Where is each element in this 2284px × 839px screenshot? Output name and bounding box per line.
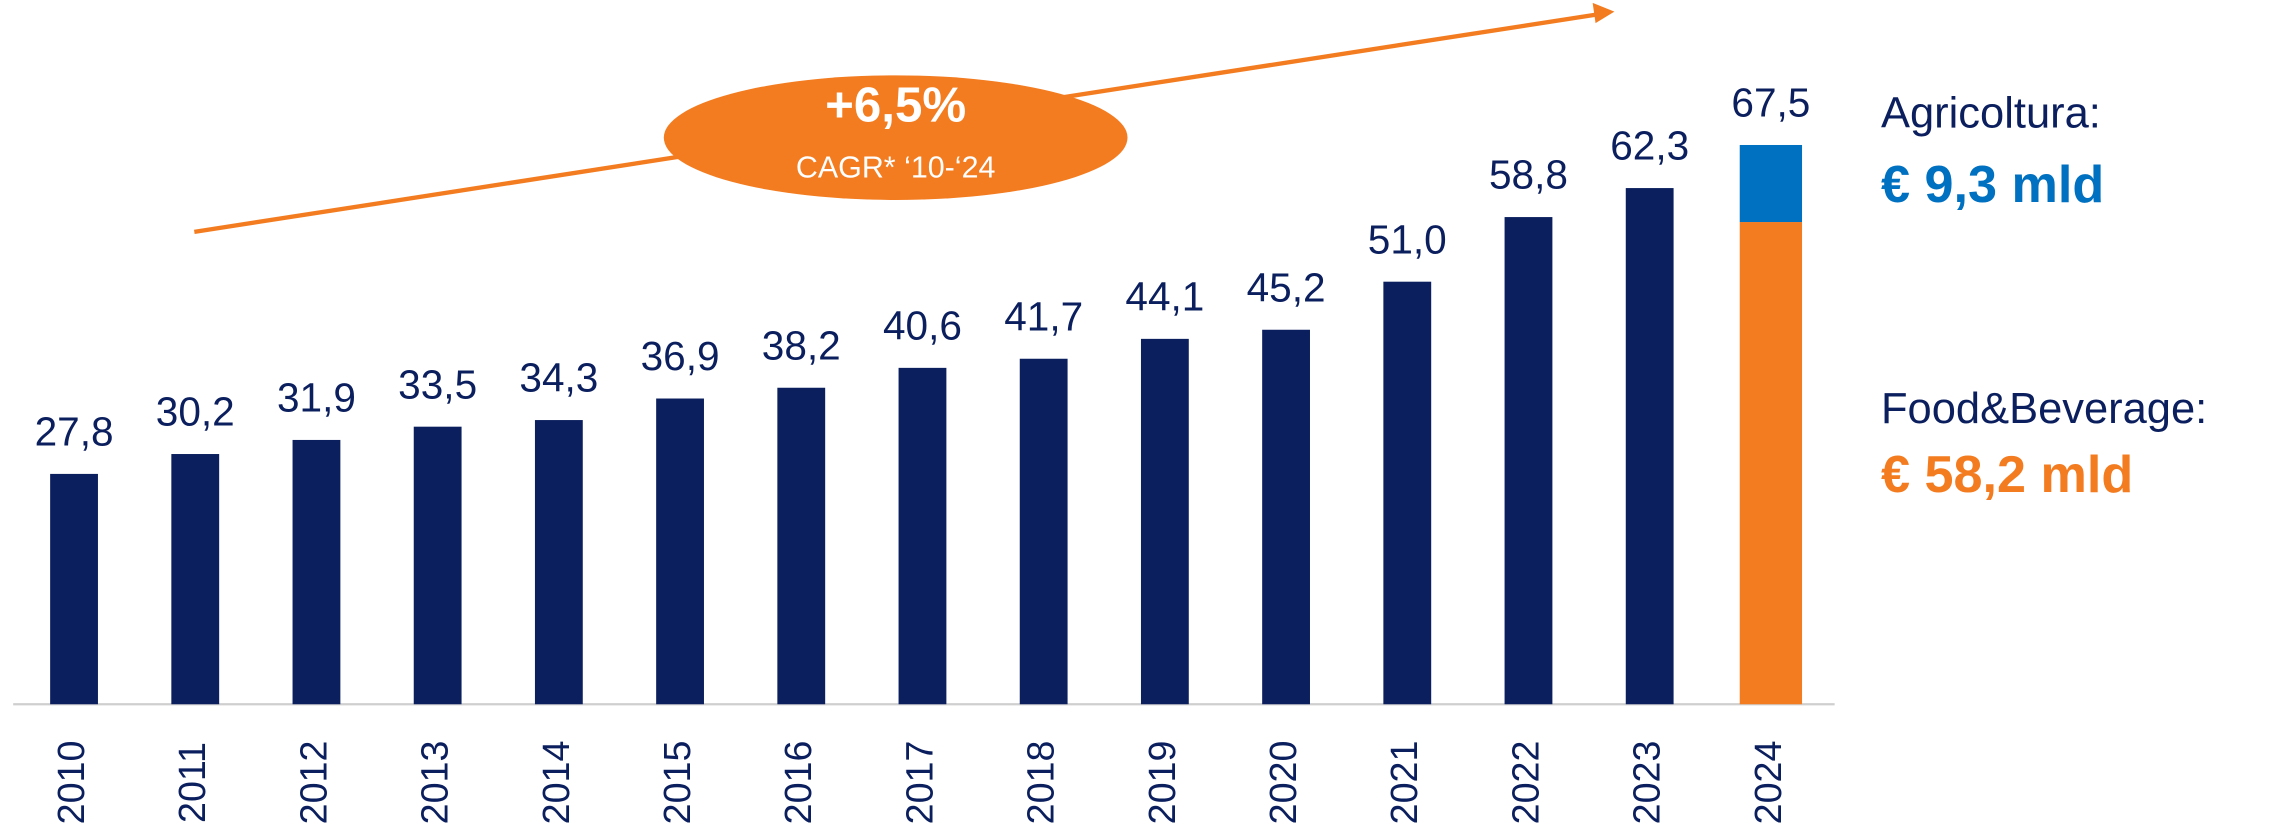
cagr-value: +6,5% xyxy=(825,78,966,133)
bar xyxy=(292,439,341,705)
bar-segment xyxy=(1739,222,1803,705)
value-label: 44,1 xyxy=(1125,273,1204,319)
arrow-head xyxy=(1592,2,1615,24)
value-label: 58,8 xyxy=(1489,152,1568,198)
cagr-label: CAGR* ‘10-‘24 xyxy=(796,151,996,185)
x-tick-label: 2010 xyxy=(50,741,92,825)
value-label: 36,9 xyxy=(641,333,720,379)
legend-name: Food&Beverage: xyxy=(1881,385,2207,433)
x-tick-label: 2019 xyxy=(1141,741,1183,825)
value-label: 40,6 xyxy=(883,302,962,348)
legend-name: Agricoltura: xyxy=(1881,89,2101,137)
bar xyxy=(171,454,220,705)
value-label: 62,3 xyxy=(1610,123,1689,169)
x-tick-label: 2021 xyxy=(1383,741,1425,825)
x-tick-label: 2012 xyxy=(292,741,334,825)
x-tick-label: 2020 xyxy=(1262,741,1304,825)
bar-segment xyxy=(1739,144,1803,223)
x-tick-label: 2016 xyxy=(777,741,819,825)
value-label: 51,0 xyxy=(1368,216,1447,262)
value-label: 33,5 xyxy=(398,361,477,407)
x-tick-label: 2013 xyxy=(414,741,456,825)
bar xyxy=(898,367,947,705)
value-label: 30,2 xyxy=(156,389,235,435)
x-tick-label: 2014 xyxy=(535,741,577,825)
x-tick-label: 2017 xyxy=(898,741,940,825)
bar xyxy=(777,387,826,705)
value-label: 34,3 xyxy=(519,355,598,401)
x-tick-label: 2023 xyxy=(1626,741,1668,825)
value-label: 27,8 xyxy=(35,409,114,455)
value-label: 67,5 xyxy=(1731,80,1810,126)
x-tick-label: 2024 xyxy=(1747,741,1789,825)
bar xyxy=(534,420,583,705)
value-label: 41,7 xyxy=(1004,293,1083,339)
bar xyxy=(413,426,462,705)
x-tick-label: 2011 xyxy=(171,742,213,823)
bar xyxy=(1383,281,1432,705)
x-tick-label: 2018 xyxy=(1020,741,1062,825)
bar xyxy=(1262,329,1310,705)
x-tick-label: 2022 xyxy=(1504,741,1546,825)
bar xyxy=(656,398,704,705)
cagr-bubble xyxy=(663,75,1128,200)
value-label: 45,2 xyxy=(1247,264,1326,310)
bar xyxy=(50,473,98,705)
legend-value: € 9,3 mld xyxy=(1881,156,2104,214)
x-tick-label: 2015 xyxy=(656,741,698,825)
value-label: 31,9 xyxy=(277,375,356,421)
bar xyxy=(1019,358,1068,705)
bar xyxy=(1625,188,1674,705)
legend-value: € 58,2 mld xyxy=(1881,446,2133,504)
bar xyxy=(1504,217,1553,705)
value-label: 38,2 xyxy=(762,322,841,368)
bar xyxy=(1140,338,1189,705)
